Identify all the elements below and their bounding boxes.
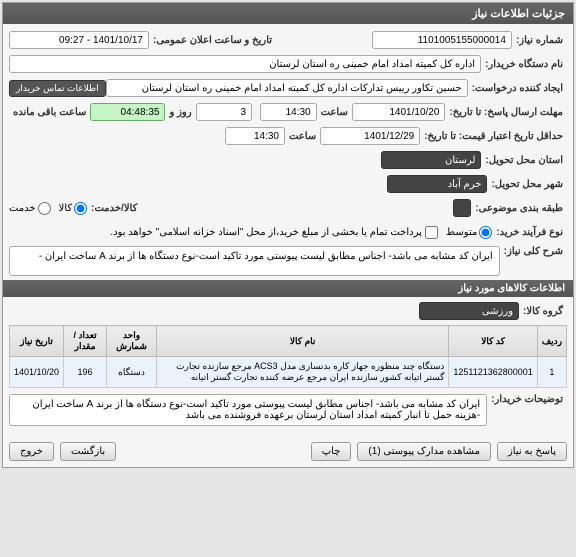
saat-label-2: ساعت xyxy=(285,131,320,142)
valid-label: حداقل تاریخ اعتبار قیمت: تا تاریخ: xyxy=(420,131,567,142)
contact-button[interactable]: اطلاعات تماس خریدار xyxy=(9,80,106,97)
panel-title: جزئیات اطلاعات نیاز xyxy=(3,3,573,24)
province-field: لرستان xyxy=(381,151,481,169)
remain-label: ساعت باقی مانده xyxy=(9,107,90,118)
radio-goods-input[interactable] xyxy=(74,202,87,215)
desc-field: ایران کد مشابه می باشد- اجناس مطابق لیست… xyxy=(9,246,500,276)
requester-field: حسین تکاور رییس تدارکات اداره کل کمیته ا… xyxy=(106,79,468,97)
subject-class-label: طبقه بندی موضوعی: xyxy=(471,203,567,214)
buy-type-radio: متوسط xyxy=(446,226,492,239)
city-field: خرم آباد xyxy=(387,175,487,193)
buyer-notes-label: توضیحات خریدار: xyxy=(487,394,567,405)
items-header: اطلاعات کالاهای مورد نیاز xyxy=(3,280,573,297)
valid-date-field: 1401/12/29 xyxy=(320,127,420,145)
reply-button[interactable]: پاسخ به نیاز xyxy=(497,442,567,461)
requester-label: ایجاد کننده درخواست: xyxy=(468,83,567,94)
announce-field: 1401/10/17 - 09:27 xyxy=(9,31,149,49)
niaz-no-field: 1101005155000014 xyxy=(372,31,512,49)
subject-class-field[interactable] xyxy=(453,199,471,217)
radio-mid[interactable]: متوسط xyxy=(446,226,492,239)
col-row: ردیف xyxy=(537,326,566,357)
cell-qty: 196 xyxy=(64,357,107,388)
deadline-label: مهلت ارسال پاسخ: تا تاریخ: xyxy=(445,107,567,118)
partial-pay-checkbox[interactable] xyxy=(425,226,438,239)
back-button[interactable]: بازگشت xyxy=(60,442,116,461)
radio-goods[interactable]: کالا xyxy=(59,202,88,215)
province-label: استان محل تحویل: xyxy=(481,155,567,166)
radio-service-input[interactable] xyxy=(38,202,51,215)
radio-service[interactable]: خدمت xyxy=(9,202,51,215)
details-panel: جزئیات اطلاعات نیاز شماره نیاز: 11010051… xyxy=(2,2,574,468)
announce-label: تاریخ و ساعت اعلان عمومی: xyxy=(149,35,276,46)
panel-body: شماره نیاز: 1101005155000014 تاریخ و ساع… xyxy=(3,24,573,436)
rooz-label: روز و xyxy=(165,107,195,118)
exit-button[interactable]: خروج xyxy=(9,442,54,461)
saat-label-1: ساعت xyxy=(317,107,352,118)
desc-label: شرح کلی نیاز: xyxy=(500,246,567,257)
cell-name: دستگاه چند منظوره جهاز کاره بدنسازی مدل … xyxy=(156,357,448,388)
niaz-no-label: شماره نیاز: xyxy=(512,35,567,46)
cell-code: 1251121362800001 xyxy=(449,357,537,388)
valid-time-field: 14:30 xyxy=(225,127,285,145)
table-header-row: ردیف کد کالا نام کالا واحد شمارش تعداد /… xyxy=(10,326,567,357)
deadline-time-field: 14:30 xyxy=(260,103,317,121)
button-bar: پاسخ به نیاز مشاهده مدارک پیوستی (1) چاپ… xyxy=(3,436,573,467)
items-table: ردیف کد کالا نام کالا واحد شمارش تعداد /… xyxy=(9,325,567,388)
buyer-name-label: نام دستگاه خریدار: xyxy=(481,59,567,70)
cell-row: 1 xyxy=(537,357,566,388)
days-field: 3 xyxy=(196,103,253,121)
col-date: تاریخ نیاز xyxy=(10,326,64,357)
buy-type-label: نوع فرآیند خرید: xyxy=(492,227,567,238)
attach-button[interactable]: مشاهده مدارک پیوستی (1) xyxy=(357,442,491,461)
radio-mid-input[interactable] xyxy=(479,226,492,239)
countdown-field: 04:48:35 xyxy=(90,103,165,121)
deadline-date-field: 1401/10/20 xyxy=(352,103,446,121)
partial-pay-check[interactable]: پرداخت تمام یا بخشی از مبلغ خرید،از محل … xyxy=(110,226,438,239)
cell-unit: دستگاه xyxy=(107,357,157,388)
table-row[interactable]: 1 1251121362800001 دستگاه چند منظوره جها… xyxy=(10,357,567,388)
col-qty: تعداد / مقدار xyxy=(64,326,107,357)
print-button[interactable]: چاپ xyxy=(311,442,352,461)
goods-service-label: کالا/خدمت: xyxy=(87,203,141,214)
col-code: کد کالا xyxy=(449,326,537,357)
group-label: گروه کالا: xyxy=(519,306,567,317)
cell-date: 1401/10/20 xyxy=(10,357,64,388)
col-name: نام کالا xyxy=(156,326,448,357)
buyer-notes-field: ایران کد مشابه می باشد- اجناس مطابق لیست… xyxy=(9,394,487,426)
col-unit: واحد شمارش xyxy=(107,326,157,357)
buyer-name-field: اداره کل کمیته امداد امام خمینی ره استان… xyxy=(9,55,481,73)
goods-service-radio: کالا خدمت xyxy=(9,202,87,215)
city-label: شهر محل تحویل: xyxy=(487,179,567,190)
group-field: ورزشی xyxy=(419,302,519,320)
